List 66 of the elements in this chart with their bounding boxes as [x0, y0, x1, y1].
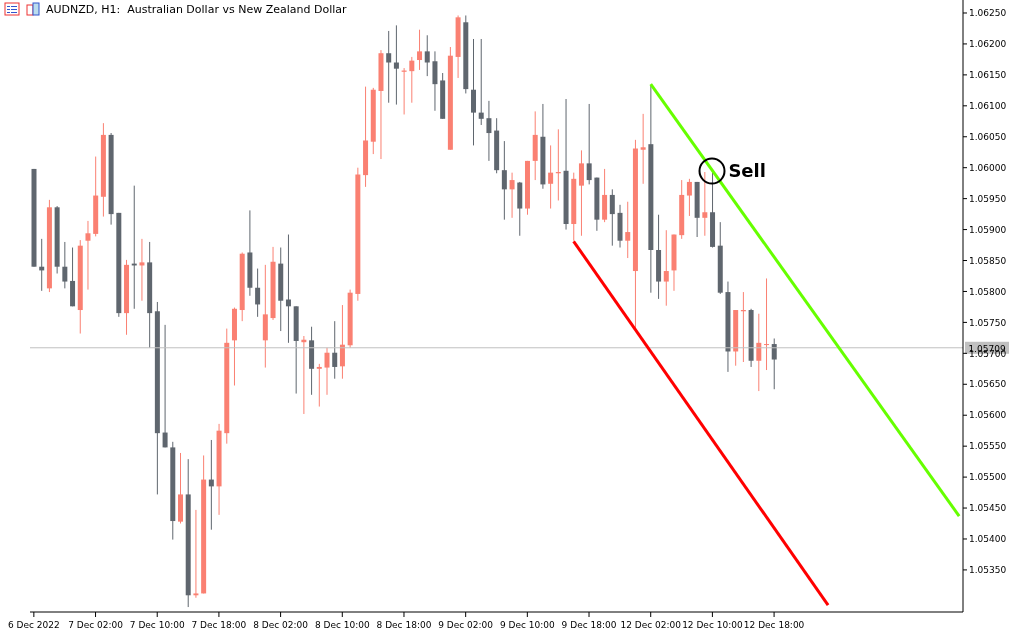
x-tick-label: 9 Dec 02:00	[438, 620, 494, 630]
candlestick	[578, 149, 584, 237]
candlestick	[625, 201, 631, 259]
candlestick	[62, 241, 68, 289]
candlestick	[640, 113, 646, 185]
y-tick-label: 1.05500	[969, 472, 1007, 483]
y-tick-label: 1.05350	[969, 565, 1007, 576]
candlestick	[85, 220, 91, 291]
candlestick	[432, 50, 438, 112]
candlestick	[609, 188, 615, 247]
y-tick-label: 1.06200	[969, 39, 1007, 50]
x-tick-label: 12 Dec 10:00	[682, 620, 743, 630]
candlestick	[324, 347, 330, 396]
x-tick-label: 8 Dec 02:00	[253, 620, 309, 630]
y-tick-label: 1.05900	[969, 224, 1007, 235]
candlestick	[663, 229, 669, 307]
candlestick	[386, 30, 392, 104]
candlestick	[548, 144, 554, 210]
y-tick-label: 1.06100	[969, 101, 1007, 112]
candlestick	[339, 304, 345, 380]
x-tick-label: 8 Dec 10:00	[314, 620, 370, 630]
candlestick	[424, 34, 430, 77]
candlestick	[193, 509, 199, 599]
candlestick	[162, 324, 168, 448]
candlestick	[501, 140, 507, 221]
y-tick-label: 1.05750	[969, 317, 1007, 328]
candlestick	[393, 24, 399, 106]
candlestick	[417, 29, 423, 71]
x-tick-label: 9 Dec 18:00	[561, 620, 617, 630]
y-tick-label: 1.05400	[969, 534, 1007, 545]
candlestick	[509, 172, 515, 219]
x-tick-label: 12 Dec 02:00	[620, 620, 682, 630]
y-tick-label: 1.06250	[969, 8, 1007, 19]
candlestick	[139, 238, 145, 302]
y-tick-label: 1.06000	[969, 162, 1007, 173]
y-tick-label: 1.05850	[969, 255, 1007, 266]
y-tick-label: 1.05800	[969, 286, 1007, 297]
x-tick-label: 8 Dec 18:00	[376, 620, 432, 630]
candlestick	[316, 363, 322, 408]
y-tick-label: 1.05650	[969, 379, 1007, 390]
candlestick	[771, 337, 777, 390]
candlestick	[409, 56, 415, 104]
candlestick	[764, 277, 770, 371]
y-tick-label: 1.06050	[969, 131, 1007, 142]
y-tick-label: 1.05450	[969, 503, 1007, 514]
y-tick-label: 1.05550	[969, 441, 1007, 452]
y-tick-label: 1.05950	[969, 193, 1007, 204]
x-tick-label: 7 Dec 02:00	[68, 620, 124, 630]
y-tick-label: 1.06150	[969, 70, 1007, 81]
candlestick	[255, 268, 261, 318]
x-tick-label: 7 Dec 10:00	[129, 620, 185, 630]
candlestick	[702, 171, 708, 237]
x-tick-label: 9 Dec 10:00	[499, 620, 556, 630]
candlestick	[756, 313, 762, 392]
candlestick	[471, 38, 477, 146]
candlestick	[586, 103, 592, 185]
x-tick-label: 6 Dec 2022	[7, 620, 60, 630]
x-tick-label: 12 Dec 18:00	[743, 620, 805, 630]
y-tick-label: 1.05600	[969, 410, 1007, 421]
candlestick	[486, 100, 492, 162]
annotation: Sell	[728, 159, 766, 181]
chart-title: AUDNZD, H1: Australian Dollar vs New Zealand Dollar	[46, 2, 347, 16]
x-tick-label: 7 Dec 18:00	[191, 620, 247, 630]
candlestick	[686, 178, 692, 217]
candlestick	[332, 320, 338, 380]
candlestick	[478, 38, 484, 126]
